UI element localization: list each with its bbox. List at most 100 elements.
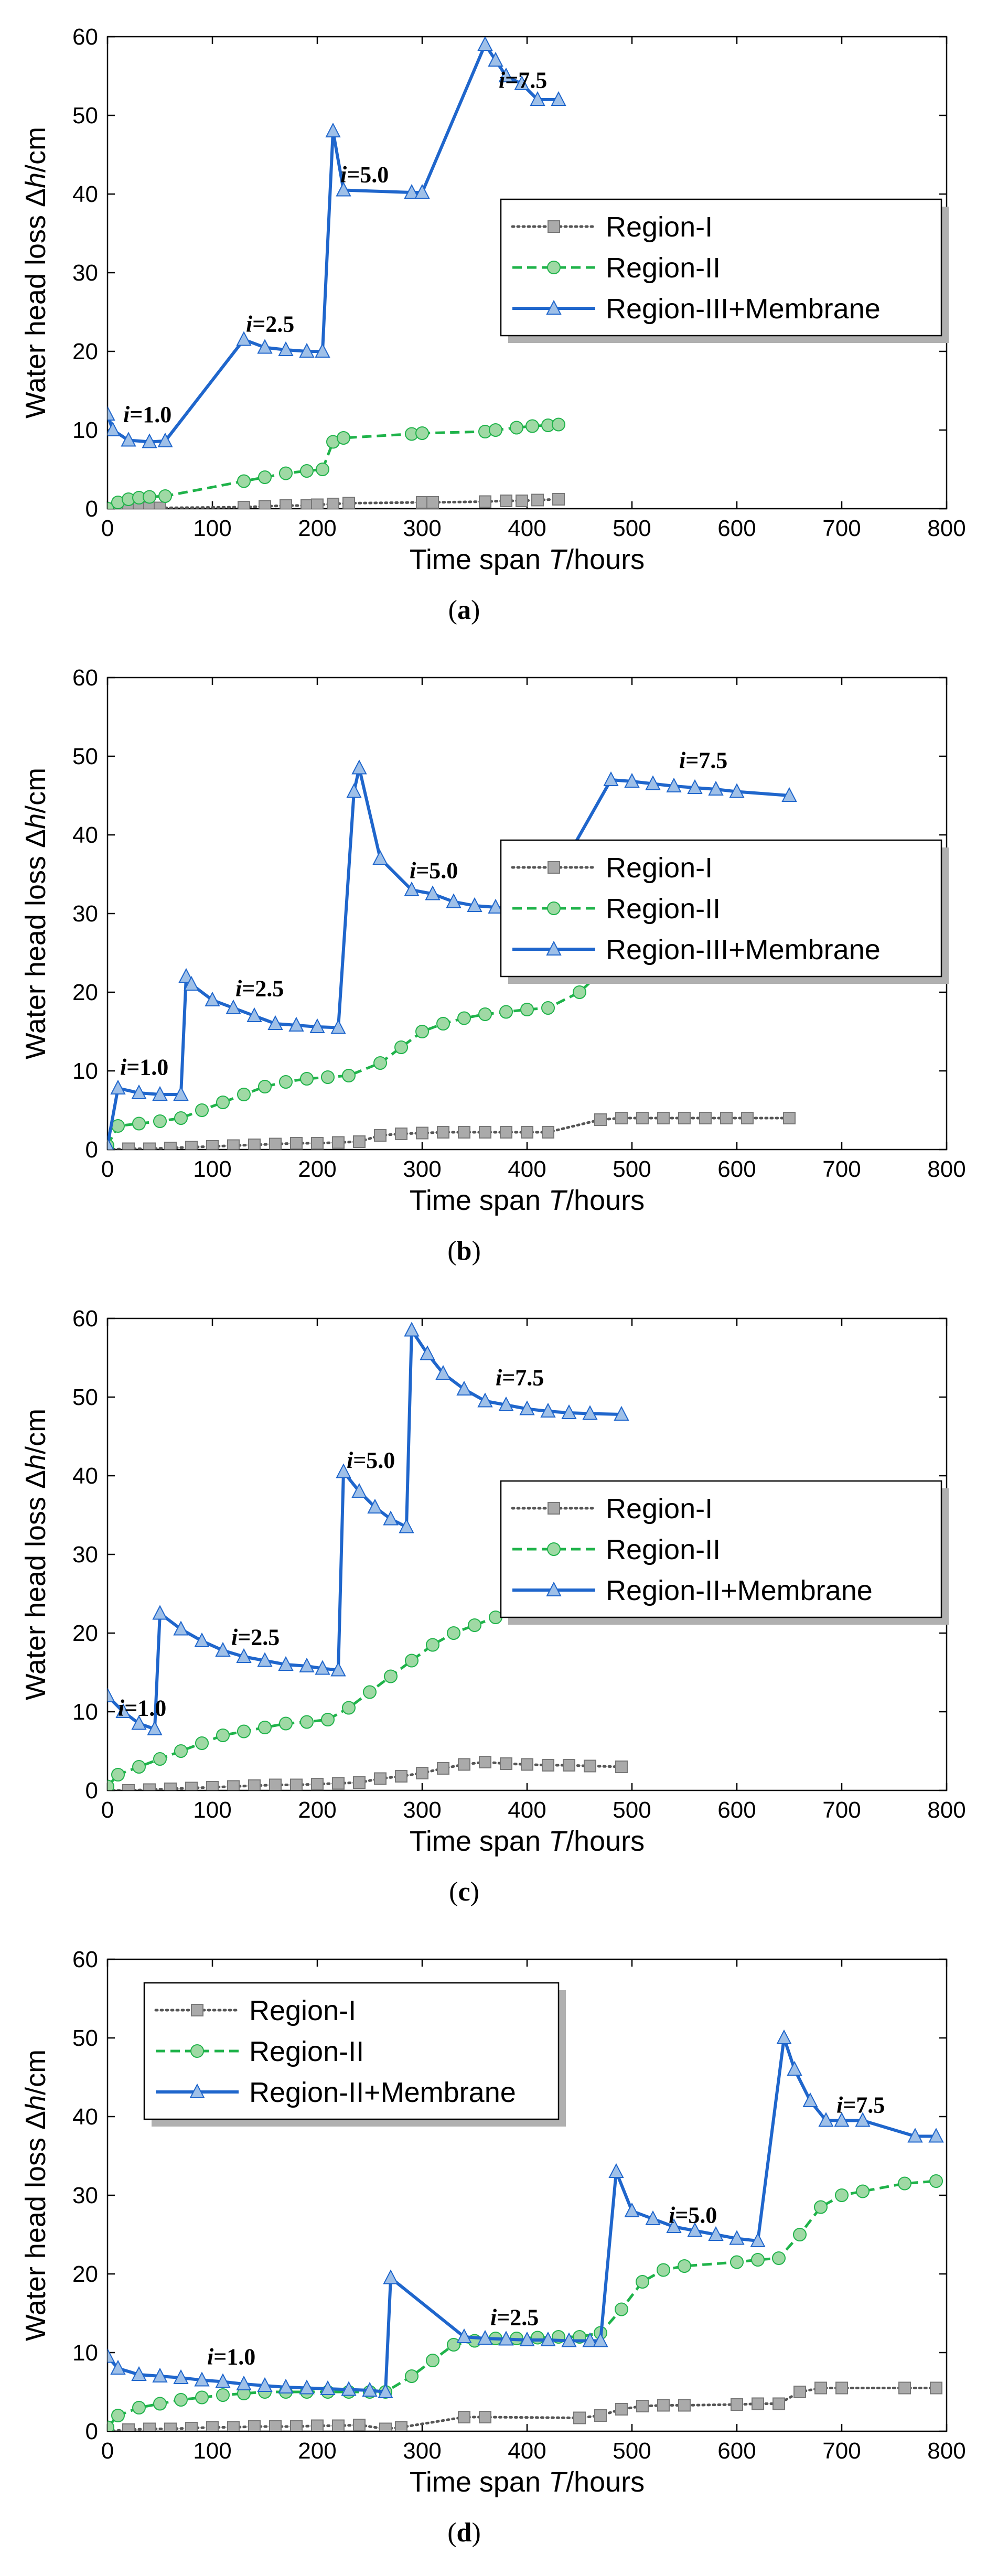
- point-region-iii-membrane: [152, 1086, 168, 1101]
- x-axis-label: Time span T/hours: [410, 544, 645, 575]
- y-tick-label: 50: [72, 1384, 98, 1410]
- x-tick-label: 100: [193, 516, 231, 541]
- point-region-ii-membrane: [399, 1518, 414, 1533]
- gradient-annotation: i=7.5: [499, 68, 547, 93]
- plot-area: [108, 2029, 944, 2431]
- point-region-ii-membrane: [215, 1641, 231, 1657]
- point-region-ii: [478, 1007, 492, 1021]
- point-region-ii: [174, 1744, 188, 1758]
- x-axis-label: Time span T/hours: [410, 1185, 645, 1216]
- point-region-ii-membrane: [855, 2112, 871, 2127]
- point-region-i: [898, 2381, 911, 2395]
- y-axis-label-text: Water head loss Δ: [20, 188, 51, 418]
- point-region-ii-membrane: [519, 2331, 535, 2346]
- point-region-ii: [216, 1729, 230, 1742]
- x-tick-label: 300: [403, 2438, 441, 2464]
- panel-b: 0 100 200 300 400 500 600 700 800 0 10 20 30 40 50 60 Ti…: [20, 665, 966, 1266]
- point-region-ii-membrane: [299, 2379, 315, 2395]
- point-region-ii-membrane: [818, 2112, 834, 2127]
- y-tick-label: 60: [72, 24, 98, 50]
- x-tick-label: 300: [403, 516, 441, 541]
- point-region-ii-membrane: [336, 1463, 351, 1478]
- point-region-i: [311, 1137, 324, 1150]
- point-region-ii: [132, 1117, 146, 1131]
- point-region-iii-membrane: [108, 405, 115, 421]
- point-region-ii: [510, 421, 523, 435]
- plot-area: [108, 759, 797, 1150]
- legend-label-region-ii: Region-II: [606, 252, 721, 284]
- point-region-i: [143, 1142, 156, 1150]
- point-region-ii-membrane: [477, 2330, 493, 2345]
- point-region-i: [521, 1126, 533, 1139]
- point-region-ii-membrane: [540, 1402, 556, 1418]
- point-region-i: [248, 2420, 261, 2431]
- point-region-i: [164, 2422, 177, 2431]
- point-region-ii-membrane: [278, 1656, 294, 1671]
- point-region-i: [699, 1112, 712, 1124]
- point-region-i: [814, 2381, 827, 2395]
- annotation-var: i: [836, 2092, 843, 2118]
- gradient-annotation: i=7.5: [679, 748, 727, 774]
- point-region-i: [500, 495, 512, 507]
- point-region-ii: [552, 417, 565, 432]
- point-region-ii: [751, 2253, 765, 2267]
- point-region-ii: [337, 431, 350, 445]
- point-region-i: [290, 1137, 303, 1150]
- point-region-i: [227, 1780, 240, 1790]
- point-region-iii-membrane: [142, 433, 157, 448]
- point-region-iii-membrane: [708, 780, 724, 796]
- y-tick-label: 0: [85, 2419, 98, 2444]
- legend: Region-I Region-II Region-III+Membrane: [500, 198, 949, 343]
- point-region-ii-membrane: [278, 2378, 294, 2393]
- point-region-ii-membrane: [404, 1322, 420, 1337]
- point-region-i: [290, 1778, 303, 1790]
- point-region-i: [301, 499, 313, 509]
- point-region-i: [238, 501, 250, 509]
- y-tick-label: 0: [85, 496, 98, 522]
- point-region-ii-membrane: [907, 2128, 923, 2143]
- point-region-ii: [929, 2174, 943, 2188]
- point-region-i: [290, 2420, 303, 2431]
- legend-label-region-i: Region-I: [249, 1995, 356, 2026]
- point-region-i: [542, 1759, 554, 1772]
- point-region-ii: [415, 1025, 429, 1038]
- point-region-ii: [158, 489, 172, 503]
- point-region-ii-membrane: [582, 2332, 598, 2347]
- gradient-annotation: i=1.0: [207, 2344, 255, 2370]
- point-region-i: [248, 1779, 261, 1790]
- point-region-iii-membrane: [131, 1084, 147, 1099]
- annotation-var: i: [490, 2305, 497, 2331]
- point-region-i: [741, 1112, 754, 1124]
- point-region-iii-membrane: [488, 51, 503, 67]
- legend-marker-region-i: [548, 220, 560, 233]
- point-region-ii-membrane: [834, 2112, 850, 2127]
- point-region-i: [269, 2420, 282, 2431]
- annotation-var: i: [235, 976, 242, 1002]
- x-axis-label-text: Time span: [410, 2466, 549, 2498]
- point-region-ii: [258, 470, 272, 484]
- point-region-ii: [384, 1669, 398, 1683]
- point-region-iii-membrane: [346, 783, 362, 798]
- y-tick-label: 30: [72, 2183, 98, 2208]
- point-region-ii: [195, 1736, 209, 1750]
- point-region-i: [227, 1139, 240, 1150]
- x-tick-label: 500: [613, 2438, 651, 2464]
- annotation-var: i: [340, 162, 347, 188]
- point-region-ii-membrane: [750, 2232, 766, 2247]
- x-tick-label: 100: [193, 2438, 231, 2464]
- point-region-i: [720, 1112, 733, 1124]
- panel-label: (c): [449, 1877, 479, 1907]
- point-region-ii: [447, 2338, 460, 2352]
- annotation-var: i: [120, 1055, 127, 1080]
- point-region-ii: [111, 1768, 125, 1781]
- annotation-value: =1.0: [130, 402, 171, 427]
- y-tick-label: 20: [72, 339, 98, 364]
- point-region-ii: [111, 2409, 125, 2422]
- point-region-ii: [363, 1685, 377, 1699]
- x-axis-label-unit: /hours: [566, 1826, 645, 1857]
- y-tick-label: 10: [72, 1058, 98, 1084]
- point-region-i: [563, 1759, 575, 1772]
- legend-label-region-iii-membrane: Region-III+Membrane: [606, 934, 881, 965]
- point-region-ii-membrane: [378, 2383, 393, 2398]
